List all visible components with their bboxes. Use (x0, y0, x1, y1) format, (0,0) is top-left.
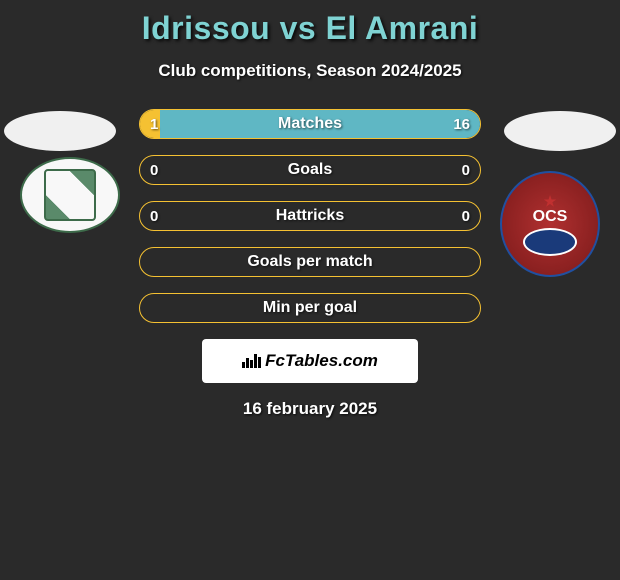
stat-row: 00Hattricks (139, 201, 481, 231)
stat-label: Goals (140, 156, 480, 184)
club-logo-left (20, 157, 120, 233)
bar-chart-icon (242, 354, 261, 368)
stat-bars: 116Matches 00Goals 00Hattricks Goals per ma… (139, 109, 481, 323)
stat-label: Goals per match (140, 248, 480, 276)
player-photo-left (4, 111, 116, 151)
footer-date: 16 february 2025 (0, 399, 620, 419)
page-title: Idrissou vs El Amrani (0, 10, 620, 47)
stat-row: 116Matches (139, 109, 481, 139)
site-badge[interactable]: FcTables.com (202, 339, 418, 383)
stat-label: Hattricks (140, 202, 480, 230)
site-name: FcTables.com (265, 351, 378, 371)
club-logo-right: ★ OCS (500, 171, 600, 277)
page-subtitle: Club competitions, Season 2024/2025 (0, 61, 620, 81)
stat-label: Min per goal (140, 294, 480, 322)
stat-row: 00Goals (139, 155, 481, 185)
club-right-label: OCS (533, 208, 568, 226)
content-area: ★ OCS 116Matches 00Goals 00Hattricks Goals … (0, 109, 620, 419)
stat-row: Min per goal (139, 293, 481, 323)
stat-row: Goals per match (139, 247, 481, 277)
player-photo-right (504, 111, 616, 151)
header: Idrissou vs El Amrani Club competitions,… (0, 0, 620, 81)
stat-label: Matches (140, 110, 480, 138)
club-right-oval (523, 228, 577, 256)
